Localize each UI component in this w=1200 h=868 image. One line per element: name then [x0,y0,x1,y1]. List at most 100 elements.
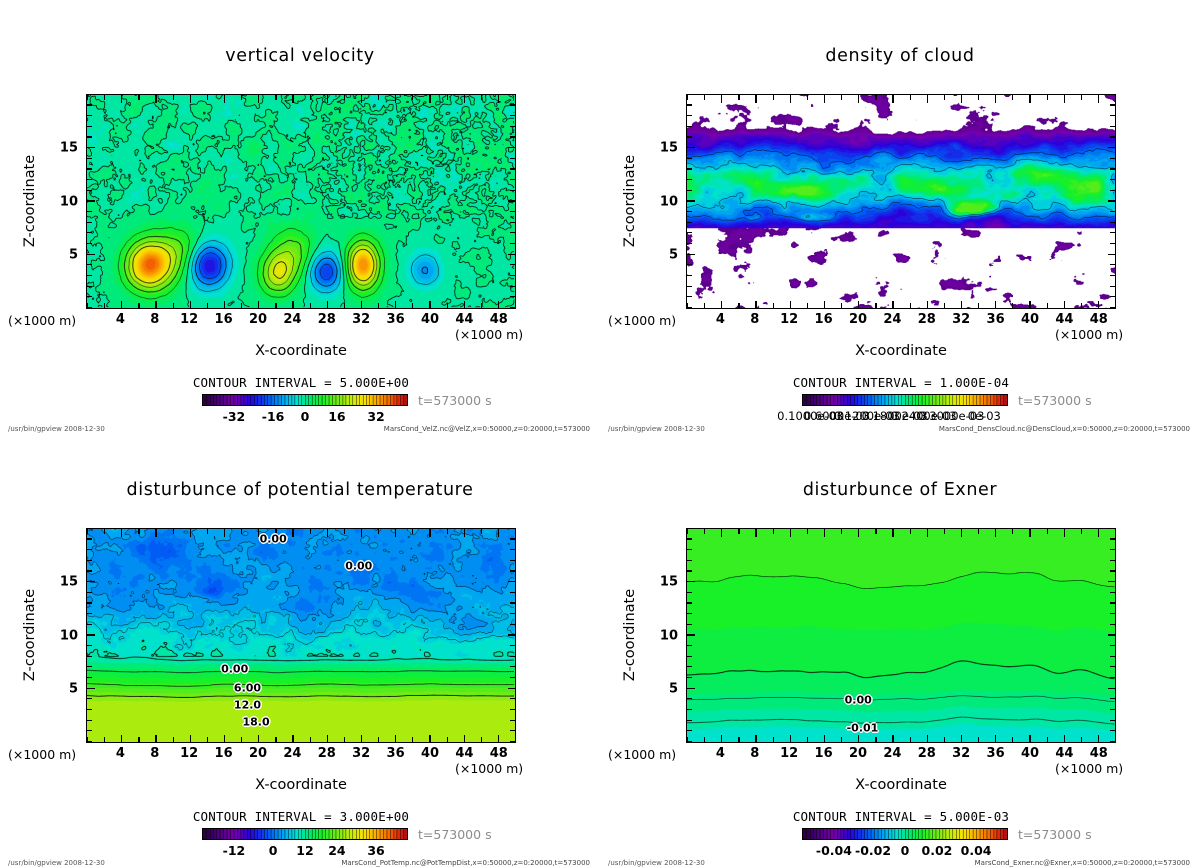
x-axis-tick [789,300,791,308]
x-axis-tick [343,737,345,742]
x-axis-tick-top [497,529,500,537]
x-axis-tick [943,303,945,308]
colorbar [202,828,408,840]
footer-dataset-spec: MarsCond_Exner.nc@Exner,x=0:50000,z=0:20… [974,859,1190,867]
x-axis-tick-label: 4 [115,746,125,761]
y-axis-tick [687,104,692,106]
x-axis-tick-top [1063,95,1065,103]
x-axis-tick [738,303,740,308]
x-axis-tick-top [378,95,380,100]
x-axis-tick-label: 8 [750,312,760,327]
colorbar-tick-label: 36 [367,843,385,858]
colorbar-tick-label: 32 [367,409,385,424]
footer-renderer-path: /usr/bin/gpview 2008-12-30 [8,425,105,433]
colorbar-tick-label: 0.02 [921,843,953,858]
x-axis-tick-label: 28 [317,312,336,327]
contour-interval-label: CONTOUR INTERVAL = 3.000E+00 [192,809,410,824]
x-axis-tick-top [687,95,689,100]
colorbar-tick-label: -32 [222,409,246,424]
x-axis-tick [1080,303,1082,308]
x-axis-tick-top [738,95,740,100]
colorbar-tick-label: 0.1200e-03 [833,409,900,423]
panel-disturbance-of-potential-temperature: disturbunce of potential temperature 0.00… [0,434,600,868]
x-axis-tick [755,734,757,742]
x-axis-tick [446,303,448,308]
x-axis-tick [360,734,363,742]
y-axis-tick [687,242,692,245]
x-axis-tick-top [789,529,791,537]
y-axis-tick-right [507,687,515,689]
y-axis-tick-right [1110,285,1115,287]
y-axis-tick-right [1110,602,1115,604]
y-axis-tick [687,730,692,732]
x-axis-tick [1046,737,1048,742]
y-axis-tick-right [510,613,515,615]
x-axis-title: X-coordinate [855,343,947,359]
colorbar-tick-labels: -12 0 12 24 36 [86,843,516,858]
x-axis-tick [789,734,791,742]
y-axis-tick [87,157,92,159]
colorbar-tick-label: 0.6000e-03 [803,409,871,423]
y-axis-tick-right [510,666,515,668]
x-axis-tick-top [275,529,277,534]
x-axis-tick [858,734,860,742]
colorbar-tick-label: 24 [328,843,346,858]
y-axis-tick-right [1107,147,1115,149]
x-axis-tick-top [515,95,516,100]
x-axis-tick [206,303,209,308]
x-axis-tick-top [823,529,826,537]
x-axis-tick-label: 12 [180,746,199,761]
x-axis-tick-top [875,529,877,534]
x-axis-tick-label: 48 [1089,312,1108,327]
x-axis-tick-label: 8 [750,746,760,761]
x-axis-unit: (×1000 m) [1055,327,1124,342]
x-axis-tick-top [909,529,911,534]
x-axis-tick-label: 8 [150,746,160,761]
y-axis-tick-right [510,274,515,277]
x-axis-tick-top [892,529,894,537]
y-axis-tick-right [1110,655,1115,657]
x-axis-tick [121,734,123,742]
x-axis-tick-label: 16 [214,746,233,761]
x-axis-tick [704,303,706,308]
x-axis-tick [909,303,911,308]
colorbar-gradient [803,829,1007,839]
x-axis-tick-top [772,529,774,534]
x-axis-tick-label: 4 [115,312,125,327]
x-axis-tick [995,734,997,742]
x-axis-tick-top [189,529,191,537]
x-axis-tick-label: 12 [780,312,799,327]
x-axis-tick-top [515,529,516,534]
y-axis-tick [687,602,692,604]
x-axis-tick-top [841,529,843,534]
y-axis-tick-right [510,538,515,540]
y-axis-tick [87,274,92,277]
x-axis-tick [1063,300,1065,308]
y-axis-tick-right [510,210,515,213]
y-axis-tick [687,708,692,711]
colorbar-tick-label: 16 [328,409,346,424]
y-axis-tick-right [507,147,515,149]
x-axis-tick-top [172,529,174,534]
x-axis-tick [978,737,980,742]
x-axis-tick [823,734,826,742]
y-axis-tick-label: 15 [59,574,78,590]
y-axis-tick-right [1110,104,1115,106]
x-axis-tick [258,300,260,308]
y-axis-tick-label: 5 [668,681,678,697]
x-axis-tick-top [206,529,209,534]
x-axis-tick [515,737,516,742]
contour-plot-canvas [87,529,515,742]
x-axis-tick-top [155,95,157,103]
x-axis-tick [258,734,260,742]
x-axis-tick [87,737,89,742]
x-axis-tick-label: 40 [420,746,440,761]
x-axis-tick-top [343,529,345,534]
x-axis-tick [823,300,826,308]
y-axis-tick [87,179,92,181]
x-axis-tick-top [772,95,774,100]
x-axis-tick [995,300,997,308]
x-axis-tick-top [223,529,226,537]
y-axis-tick-right [1110,676,1115,679]
x-axis-tick-top [446,95,448,100]
